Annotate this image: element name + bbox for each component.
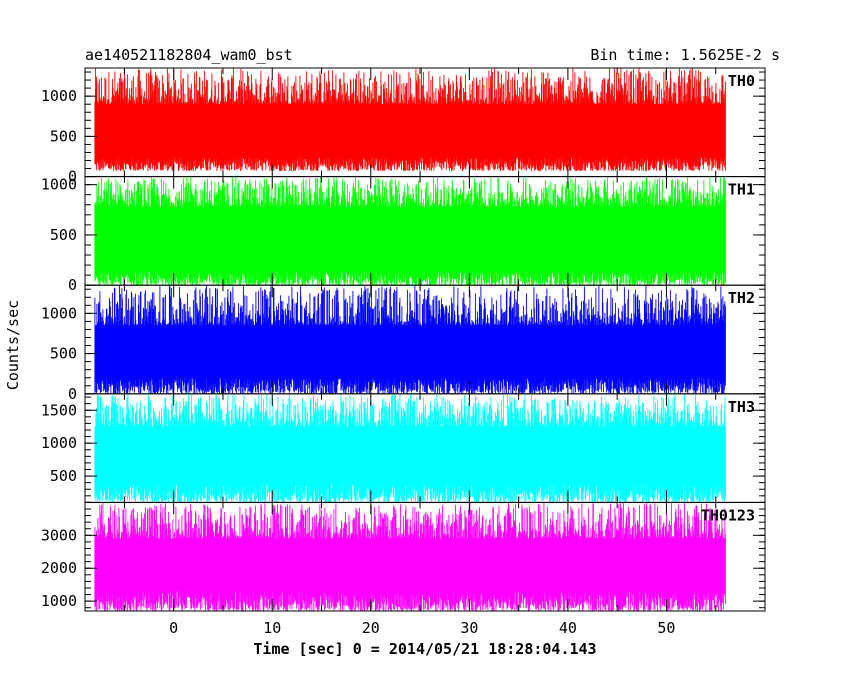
series-th1: [94, 176, 726, 286]
y-tick-label: 1000: [41, 176, 77, 194]
series-th3: [94, 393, 726, 503]
y-tick-label: 0: [68, 276, 77, 294]
panel-th2: 0 500 1000 TH2: [41, 284, 766, 403]
y-tick-label: 1000: [41, 87, 77, 105]
y-tick-label: 500: [50, 226, 77, 244]
y-tick-label: 500: [50, 345, 77, 363]
series-th2: [94, 285, 726, 394]
panel-name: TH1: [728, 181, 755, 199]
chart-title: ae140521182804_wam0_bst: [85, 46, 293, 64]
y-tick-label: 500: [50, 127, 77, 145]
panel-name: TH2: [728, 289, 755, 307]
panel-th0: 0 500 1000 TH0: [41, 67, 766, 186]
panel-th1: 0 500 1000 TH1: [41, 176, 766, 294]
x-axis-label: Time [sec] 0 = 2014/05/21 18:28:04.143: [253, 640, 596, 658]
y-tick-label: 0: [68, 168, 77, 186]
panels-group: 0 500 1000 TH0 0 500 1000 TH1 0 500 1000 TH2 5001000…: [41, 67, 766, 637]
panel-name: TH0: [728, 72, 755, 90]
y-tick-label: 1000: [41, 304, 77, 322]
y-axis-label: Counts/sec: [4, 300, 22, 390]
y-tick-label: 0: [68, 385, 77, 403]
series-th0: [94, 68, 726, 171]
bin-time-label: Bin time: 1.5625E-2 s: [590, 46, 780, 64]
